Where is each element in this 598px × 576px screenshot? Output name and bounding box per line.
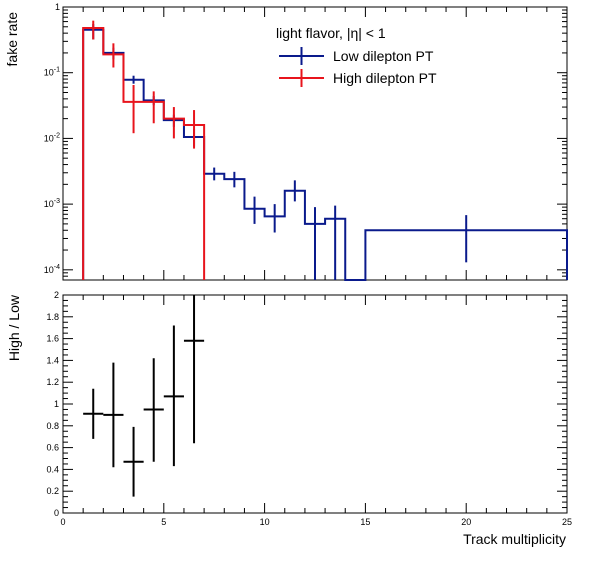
legend-entry-label: High dilepton PT bbox=[333, 70, 437, 86]
bottom-y-tick-label: 1.6 bbox=[46, 334, 59, 344]
x-tick-label: 25 bbox=[562, 517, 572, 527]
tick-base: 1 bbox=[55, 2, 60, 12]
bottom-y-tick-label: 1 bbox=[54, 399, 59, 409]
tick-exponent: -3 bbox=[54, 198, 60, 205]
bottom-y-tick-label: 1.2 bbox=[46, 377, 59, 387]
legend-entry-label: Low dilepton PT bbox=[333, 48, 434, 64]
tick-base: 10 bbox=[44, 68, 54, 78]
top-y-tick-label: 10-3 bbox=[44, 198, 60, 209]
bottom-y-tick-label: 0 bbox=[54, 508, 59, 518]
bottom-y-tick-label: 0.4 bbox=[46, 464, 59, 474]
tick-exponent: -1 bbox=[54, 67, 60, 74]
legend: light flavor, |η| < 1 Low dilepton PT High… bbox=[276, 25, 437, 87]
bottom-y-tick-label: 0.2 bbox=[46, 486, 59, 496]
bottom-y-tick-label: 0.8 bbox=[46, 421, 59, 431]
bottom-plot-frame bbox=[62, 294, 568, 514]
legend-header: light flavor, |η| < 1 bbox=[276, 25, 386, 41]
x-tick-label: 15 bbox=[360, 517, 370, 527]
histogram-step-line bbox=[82, 28, 568, 281]
tick-base: 10 bbox=[44, 265, 54, 275]
ratio-series bbox=[83, 295, 205, 497]
series-high-dilepton-pt bbox=[82, 20, 206, 280]
bottom-y-tick-label: 0.6 bbox=[46, 443, 59, 453]
tick-base: 10 bbox=[44, 133, 54, 143]
top-y-tick-label: 10-1 bbox=[44, 67, 60, 78]
x-tick-label: 10 bbox=[260, 517, 270, 527]
top-y-tick-label: 10-4 bbox=[44, 264, 60, 275]
top-y-axis-title: fake rate bbox=[4, 12, 20, 67]
top-y-tick-label: 10-2 bbox=[44, 132, 60, 143]
tick-base: 10 bbox=[44, 199, 54, 209]
x-tick-label: 0 bbox=[60, 517, 65, 527]
x-tick-label: 20 bbox=[461, 517, 471, 527]
series-low-dilepton-pt bbox=[82, 24, 568, 281]
top-y-tick-label: 1 bbox=[55, 2, 60, 12]
histogram-step-line bbox=[82, 26, 206, 280]
bottom-y-tick-label: 2 bbox=[54, 290, 59, 300]
x-axis-title: Track multiplicity bbox=[463, 531, 566, 547]
bottom-y-tick-label: 1.8 bbox=[46, 312, 59, 322]
x-tick-label: 5 bbox=[161, 517, 166, 527]
bottom-panel: 0 5 10 15 20 25 0 0.2 0.4 0.6 0.8 1 1.2 1.4 1.6 1.8 2 bbox=[46, 290, 572, 527]
tick-exponent: -4 bbox=[54, 264, 60, 271]
bottom-y-tick-label: 1.4 bbox=[46, 355, 59, 365]
top-panel: 110-110-210-310-4 bbox=[44, 2, 568, 281]
tick-exponent: -2 bbox=[54, 132, 60, 139]
bottom-y-axis-title: High / Low bbox=[6, 294, 22, 361]
